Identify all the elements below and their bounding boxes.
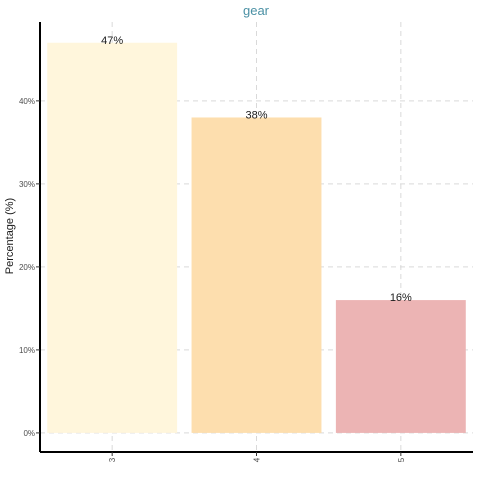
y-tick-label: 40% <box>19 97 35 106</box>
data-label: 38% <box>245 109 267 121</box>
bar-4 <box>191 117 322 433</box>
bars <box>47 42 466 433</box>
y-tick-label: 0% <box>23 429 35 438</box>
y-tick-label: 30% <box>19 180 35 189</box>
x-axis-ticks: 3 4 5 <box>108 452 406 462</box>
data-labels: 47% 38% 16% <box>101 35 412 304</box>
data-label: 16% <box>390 292 412 304</box>
x-tick-label: 3 <box>108 457 117 462</box>
data-label: 47% <box>101 35 123 47</box>
y-tick-label: 20% <box>19 263 35 272</box>
x-tick-label: 5 <box>397 457 406 462</box>
y-tick-label: 10% <box>19 346 35 355</box>
chart-title: gear <box>243 3 270 18</box>
bar-5 <box>335 300 466 433</box>
y-axis-title: Percentage (%) <box>4 198 16 274</box>
y-axis-ticks: 0% 10% 20% 30% 40% <box>19 97 40 438</box>
x-tick-label: 4 <box>253 457 262 462</box>
bar-3 <box>47 42 178 433</box>
